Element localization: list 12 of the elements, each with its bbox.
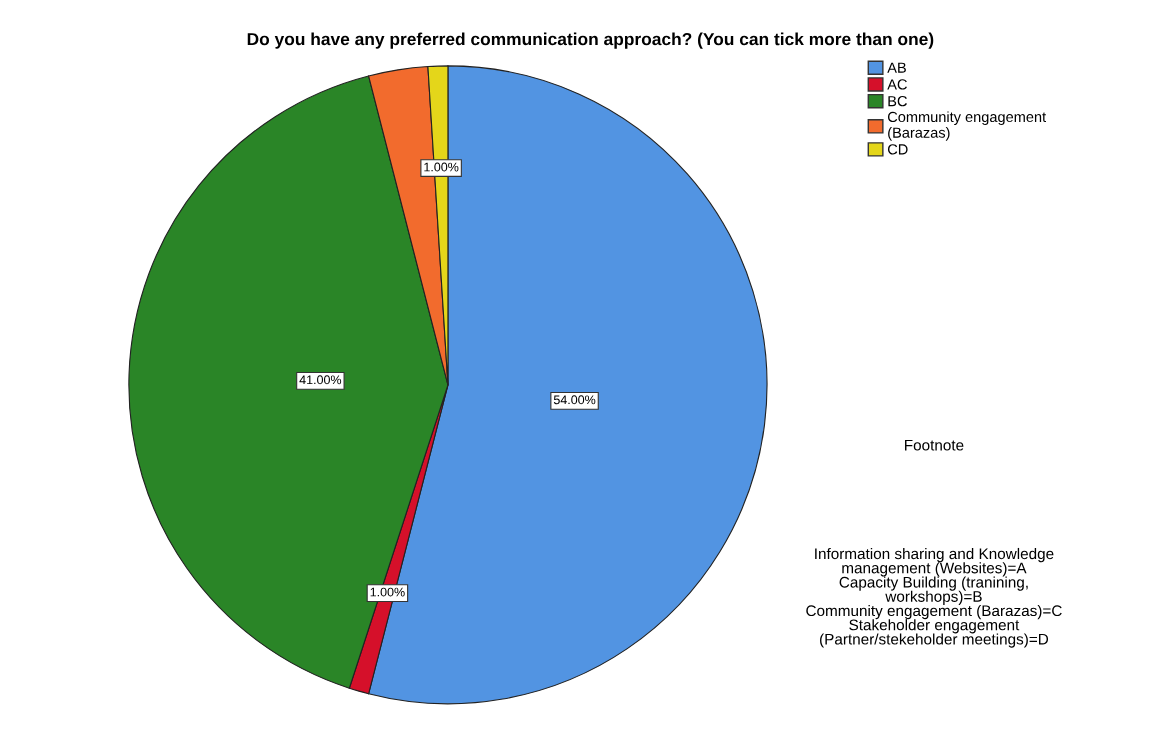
legend-label: CD xyxy=(887,144,908,155)
legend-label: AB xyxy=(887,62,906,73)
data-label: 54.00% xyxy=(553,395,596,405)
legend-label: BC xyxy=(888,95,907,107)
legend-label: AC xyxy=(887,79,907,90)
text: Information sharing and Knowledge management (Websites)=A Capacity Building (tranining, workshops)=B Community engagement (Barazas)=C Stakeholder engagement (Partner/stekeholder meetings)=D xyxy=(806,547,1062,648)
chart-title: Do you have any preferred communication approach? (You can tick more than one) xyxy=(247,32,934,49)
data-label: 1.00% xyxy=(424,162,459,172)
text: Footnote xyxy=(905,439,964,451)
data-label: 41.00% xyxy=(299,375,342,385)
data-label: 1.00% xyxy=(370,587,405,597)
legend-label: Community engagement (Barazas) xyxy=(887,111,1047,141)
